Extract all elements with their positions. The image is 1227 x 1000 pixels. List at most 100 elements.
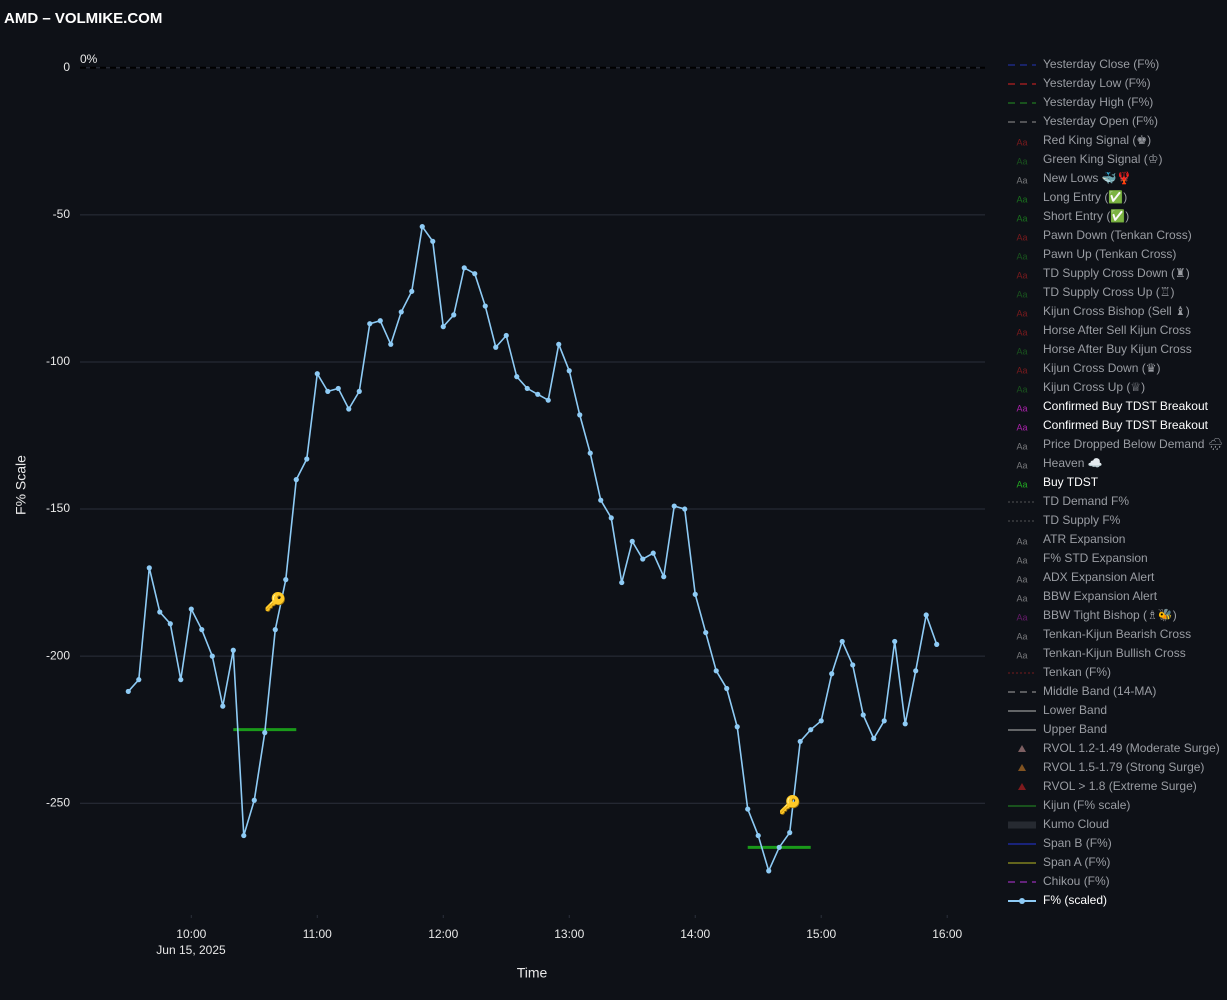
legend-label: Buy TDST <box>1043 475 1099 489</box>
data-point <box>262 730 268 736</box>
legend-label: Kumo Cloud <box>1043 817 1109 831</box>
data-point <box>703 629 709 636</box>
data-point <box>598 497 604 503</box>
data-point <box>440 324 446 330</box>
data-point <box>367 321 373 327</box>
x-tick-label: 13:00 <box>554 927 584 941</box>
legend-label: Pawn Up (Tenkan Cross) <box>1043 247 1176 261</box>
data-point <box>409 288 415 294</box>
legend-label: Horse After Buy Kijun Cross <box>1043 342 1192 356</box>
legend-label: ADX Expansion Alert <box>1043 570 1155 584</box>
legend-label: Kijun Cross Bishop (Sell ♝) <box>1043 304 1190 318</box>
data-point <box>472 271 478 277</box>
data-point <box>913 668 919 674</box>
data-point <box>167 621 173 627</box>
data-point <box>398 309 404 315</box>
data-point <box>514 374 520 380</box>
data-point <box>787 830 793 836</box>
x-tick-label: 10:00 <box>176 927 206 941</box>
data-line <box>127 224 938 874</box>
data-point <box>136 677 142 683</box>
y-tick-label: -100 <box>46 354 70 368</box>
legend-label: Confirmed Buy TDST Breakout <box>1043 418 1209 432</box>
legend-symbol: Aa <box>1016 479 1027 489</box>
data-point <box>325 388 331 394</box>
x-tick-label: 12:00 <box>428 927 458 941</box>
data-point <box>797 738 803 745</box>
legend-label: Upper Band <box>1043 722 1107 736</box>
x-tick-label: 11:00 <box>303 927 332 941</box>
data-point <box>587 450 593 456</box>
legend-label: Tenkan-Kijun Bullish Cross <box>1043 646 1186 660</box>
data-point <box>923 612 929 618</box>
legend-label: RVOL > 1.8 (Extreme Surge) <box>1043 779 1197 793</box>
x-tick-label: 15:00 <box>806 927 836 941</box>
legend-label: Yesterday Low (F%) <box>1043 76 1151 90</box>
y-axis-title: F% Scale <box>13 455 29 515</box>
legend-symbol: Aa <box>1016 650 1027 660</box>
x-date-label: Jun 15, 2025 <box>156 943 226 957</box>
data-point <box>335 385 341 392</box>
legend-symbol: Aa <box>1016 631 1027 641</box>
data-point <box>493 344 499 350</box>
annotation: 🔑 <box>779 794 801 816</box>
legend-label: ATR Expansion <box>1043 532 1125 546</box>
legend-label: Pawn Down (Tenkan Cross) <box>1043 228 1192 242</box>
legend-symbol: Aa <box>1016 175 1027 185</box>
legend-symbol: Aa <box>1016 536 1027 546</box>
data-point <box>839 638 845 645</box>
data-point <box>451 312 457 318</box>
data-point <box>356 388 362 394</box>
legend-symbol: Aa <box>1016 289 1027 299</box>
data-point <box>157 609 163 615</box>
legend-symbol: Aa <box>1016 384 1027 394</box>
legend-label: RVOL 1.2-1.49 (Moderate Surge) <box>1043 741 1220 755</box>
data-point <box>619 579 625 586</box>
legend-label: Price Dropped Below Demand 🌧 <box>1043 437 1223 451</box>
legend-label: Tenkan-Kijun Bearish Cross <box>1043 627 1191 641</box>
legend-symbol: Aa <box>1016 156 1027 166</box>
data-point <box>199 627 205 633</box>
legend-symbol: Aa <box>1016 403 1027 413</box>
legend-label: Kijun Cross Up (♕) <box>1043 380 1145 394</box>
data-point <box>346 406 352 412</box>
data-point <box>545 397 551 403</box>
legend-symbol: Aa <box>1016 612 1027 622</box>
x-axis-title: Time <box>517 965 548 981</box>
y-tick-label: -250 <box>46 795 70 809</box>
data-point <box>209 653 215 659</box>
y-tick-label: -150 <box>46 501 70 515</box>
data-point <box>713 668 719 674</box>
data-point <box>850 662 856 668</box>
legend-label: Long Entry (✅) <box>1043 190 1127 204</box>
data-point <box>220 703 226 709</box>
data-point <box>461 265 467 271</box>
data-point <box>650 550 656 556</box>
data-point <box>745 806 751 812</box>
legend-label: Heaven ☁️ <box>1043 456 1103 470</box>
data-point <box>755 832 761 839</box>
legend-label: Kijun (F% scale) <box>1043 798 1130 812</box>
data-point <box>860 712 866 718</box>
legend-label: Short Entry (✅) <box>1043 209 1129 223</box>
legend-symbol <box>1018 764 1026 771</box>
data-point <box>146 565 152 571</box>
legend-label: TD Supply F% <box>1043 513 1121 527</box>
data-point <box>829 671 835 677</box>
data-point <box>430 238 436 244</box>
data-point <box>535 391 541 397</box>
data-point <box>734 724 740 730</box>
legend-symbol: Aa <box>1016 574 1027 584</box>
data-point <box>640 556 646 562</box>
legend-label: Tenkan (F%) <box>1043 665 1111 679</box>
legend-label: TD Supply Cross Down (♜) <box>1043 266 1190 280</box>
legend-label: BBW Tight Bishop (♗🐝) <box>1043 608 1177 622</box>
data-point <box>766 868 772 874</box>
legend-label: Span B (F%) <box>1043 836 1112 850</box>
data-point <box>304 456 310 462</box>
data-point <box>871 735 877 742</box>
data-point <box>188 606 194 612</box>
data-point <box>808 727 814 733</box>
data-point <box>283 577 289 583</box>
